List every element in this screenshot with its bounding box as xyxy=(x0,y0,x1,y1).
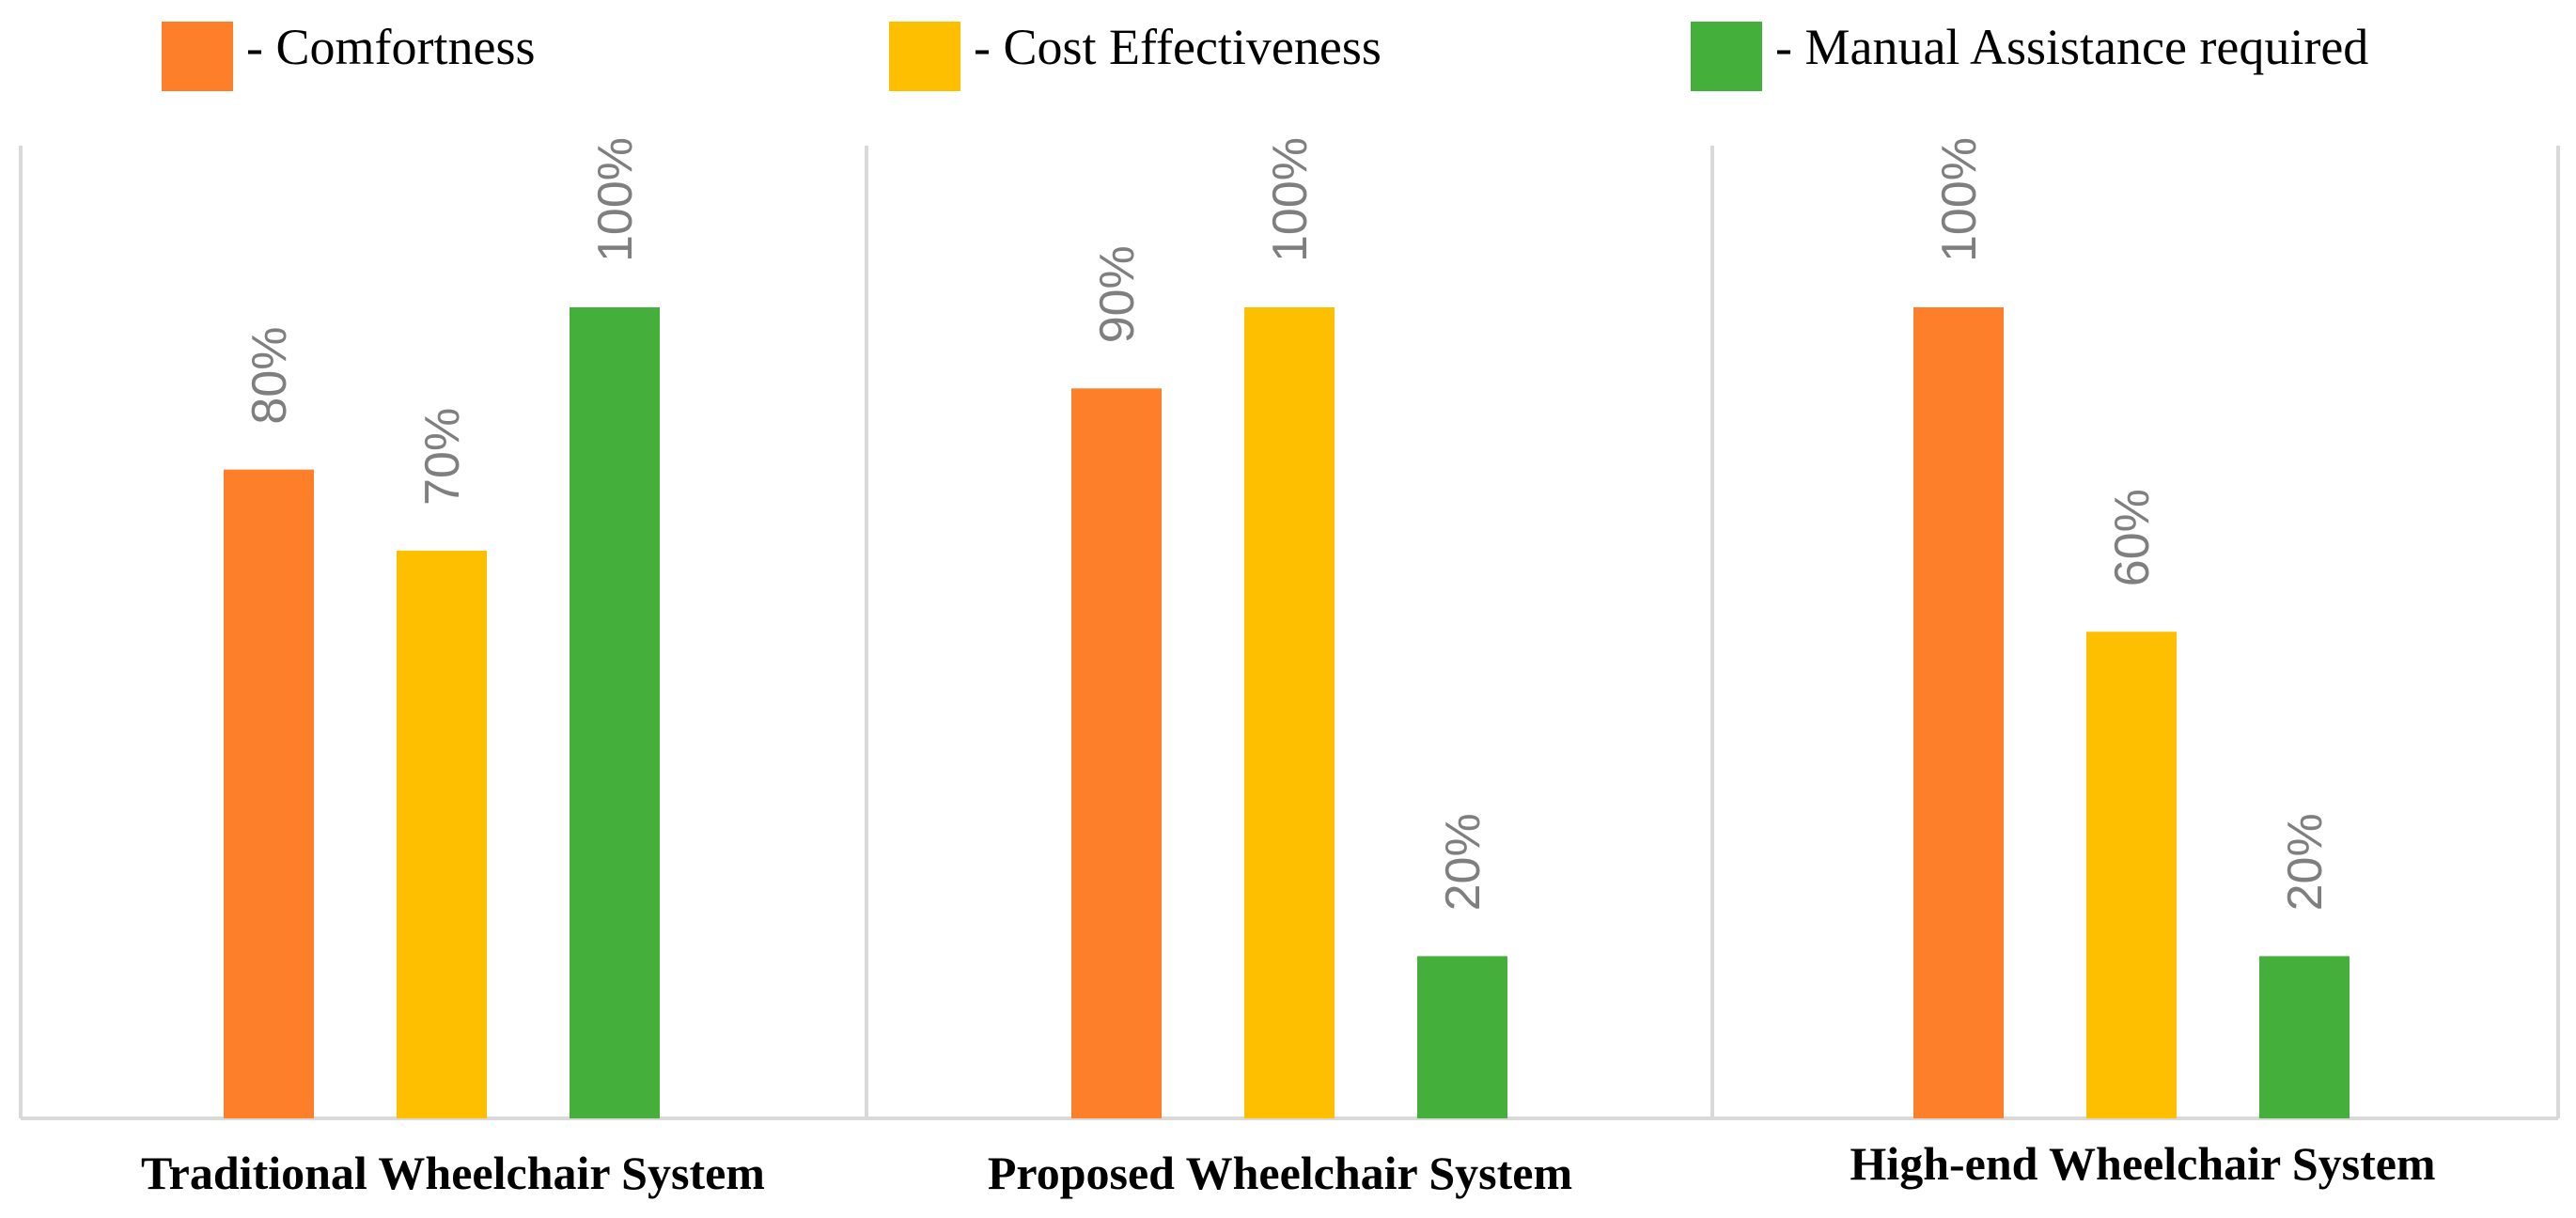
legend-swatch-manual-assistance-required xyxy=(1691,22,1762,91)
category-label-high-end-wheelchair-system: High-end Wheelchair System xyxy=(1850,1137,2435,1190)
data-label-proposed-wheelchair-system-comfortness: 90% xyxy=(1090,245,1145,343)
legend-label-cost-effectiveness: - Cost Effectiveness xyxy=(974,19,1382,75)
data-label-traditional-wheelchair-system-manual-assistance-required: 100% xyxy=(588,137,643,262)
bar-high-end-wheelchair-system-cost-effectiveness xyxy=(2086,632,2177,1118)
category-labels: Traditional Wheelchair System Proposed Wh… xyxy=(141,1137,2436,1199)
data-label-high-end-wheelchair-system-cost-effectiveness: 60% xyxy=(2105,489,2160,586)
bars xyxy=(224,307,2350,1119)
bar-traditional-wheelchair-system-manual-assistance-required xyxy=(570,307,660,1118)
legend-label-manual-assistance-required: - Manual Assistance required xyxy=(1775,19,2368,75)
bar-high-end-wheelchair-system-comfortness xyxy=(1913,307,2004,1118)
legend-swatch-comfortness xyxy=(162,22,233,91)
legend-swatch-cost-effectiveness xyxy=(889,22,960,91)
data-label-high-end-wheelchair-system-manual-assistance-required: 20% xyxy=(2278,813,2333,911)
data-label-traditional-wheelchair-system-cost-effectiveness: 70% xyxy=(415,408,470,506)
bar-traditional-wheelchair-system-comfortness xyxy=(224,469,314,1119)
bar-proposed-wheelchair-system-comfortness xyxy=(1071,388,1162,1118)
category-label-proposed-wheelchair-system: Proposed Wheelchair System xyxy=(988,1147,1572,1199)
category-label-traditional-wheelchair-system: Traditional Wheelchair System xyxy=(141,1147,765,1199)
legend: - Comfortness - Cost Effectiveness - Manua… xyxy=(162,19,2368,91)
data-label-high-end-wheelchair-system-comfortness: 100% xyxy=(1932,137,1987,262)
data-label-proposed-wheelchair-system-cost-effectiveness: 100% xyxy=(1263,137,1318,262)
bar-proposed-wheelchair-system-cost-effectiveness xyxy=(1244,307,1335,1118)
value-labels: 80% 70% 100% 90% 100% 20% 100% 60% 20% xyxy=(242,137,2333,911)
bar-proposed-wheelchair-system-manual-assistance-required xyxy=(1417,956,1507,1118)
legend-label-comfortness: - Comfortness xyxy=(246,19,535,75)
data-label-proposed-wheelchair-system-manual-assistance-required: 20% xyxy=(1436,813,1491,911)
bar-traditional-wheelchair-system-cost-effectiveness xyxy=(397,550,487,1118)
data-label-traditional-wheelchair-system-comfortness: 80% xyxy=(242,327,297,425)
bar-high-end-wheelchair-system-manual-assistance-required xyxy=(2259,956,2350,1118)
